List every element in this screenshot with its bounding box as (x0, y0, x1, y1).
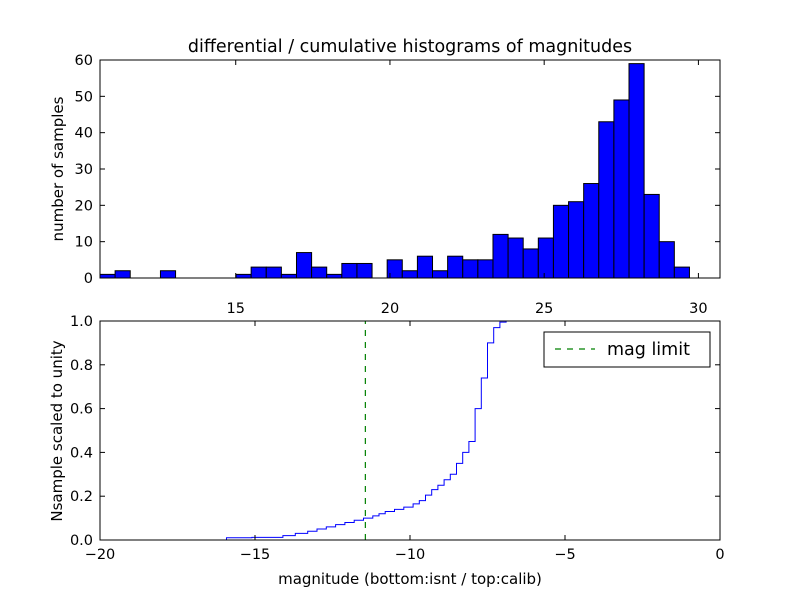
histogram-bar (311, 266, 328, 279)
bottom-y-label: Nsample scaled to unity (48, 340, 66, 521)
y-tick-label: 50 (75, 89, 93, 105)
bottom-x-label: magnitude (bottom:isnt / top:calib) (278, 570, 542, 588)
cumulative-step-line (100, 320, 720, 541)
histogram-bars (99, 63, 690, 279)
cumulative-lines (100, 320, 720, 541)
top-y-axis: 0 10 20 30 40 50 60 (75, 53, 720, 287)
bottom-y-axis: 0.0 0.2 0.4 0.6 0.8 1.0 (70, 314, 720, 549)
histogram-bar (416, 255, 434, 279)
legend-mag-limit-label: mag limit (607, 340, 690, 360)
y-tick-label: 30 (75, 162, 93, 178)
histogram-bar (552, 204, 570, 279)
histogram-bar (114, 270, 131, 279)
histogram-bar (568, 201, 585, 279)
histogram-bar (432, 270, 449, 279)
x-tick-label: 15 (226, 301, 244, 317)
x-tick-label: −20 (85, 547, 116, 563)
histogram-bar (280, 273, 297, 279)
histogram-bar (356, 262, 373, 279)
x-tick-label: −5 (554, 547, 575, 563)
bottom-axes-frame (99, 320, 721, 541)
y-tick-label: 0.8 (70, 358, 93, 374)
top-x-axis: 15 20 25 30 (226, 60, 708, 317)
y-tick-label: 0.0 (70, 533, 93, 549)
top-axes-frame (99, 59, 721, 279)
histogram-bar (462, 259, 479, 279)
histogram-bar (477, 259, 494, 279)
x-tick-label: −15 (240, 547, 271, 563)
histogram-bar (628, 63, 645, 279)
figure-title: differential / cumulative histograms of … (188, 37, 632, 57)
histogram-bar (326, 273, 343, 279)
x-tick-label: 25 (535, 301, 553, 317)
x-tick-label: 20 (381, 301, 399, 317)
y-tick-label: 0.2 (70, 489, 93, 505)
y-tick-label: 0.6 (70, 402, 93, 418)
y-tick-label: 40 (75, 126, 93, 142)
histogram-bar (583, 183, 600, 279)
histogram-bar (386, 259, 403, 279)
histogram-bar (447, 255, 464, 279)
legend: mag limit (543, 331, 711, 368)
histogram-bar (613, 99, 630, 279)
histogram-bar (159, 270, 177, 279)
histogram-bar (99, 273, 116, 279)
y-tick-label: 1.0 (70, 314, 93, 330)
top-panel: differential / cumulative histograms of … (49, 37, 721, 317)
histogram-bar (295, 252, 313, 279)
x-tick-label: 0 (715, 547, 724, 563)
histogram-bar (341, 262, 358, 279)
histogram-bar (658, 241, 675, 279)
y-tick-label: 20 (75, 198, 93, 214)
top-y-label: number of samples (49, 96, 67, 241)
histogram-bar (265, 266, 282, 279)
histogram-bar (522, 248, 539, 279)
bottom-panel: 0.0 0.2 0.4 0.6 0.8 1.0 −20 −15 −10 −5 0 Nsample … (48, 314, 725, 588)
histogram-bar (673, 266, 690, 279)
histogram-bar (250, 266, 267, 279)
histogram-bar (507, 237, 524, 279)
histogram-bar (492, 233, 509, 279)
y-tick-label: 60 (75, 53, 93, 69)
x-tick-label: 30 (689, 301, 707, 317)
histogram-bar (401, 270, 418, 279)
y-tick-label: 0 (84, 271, 93, 287)
y-tick-label: 0.4 (70, 445, 93, 461)
histogram-bar (643, 193, 660, 279)
histogram-bar (235, 273, 252, 279)
histogram-bar (537, 237, 554, 279)
x-tick-label: −10 (395, 547, 426, 563)
histogram-bar (598, 121, 615, 279)
y-tick-label: 10 (75, 235, 93, 251)
